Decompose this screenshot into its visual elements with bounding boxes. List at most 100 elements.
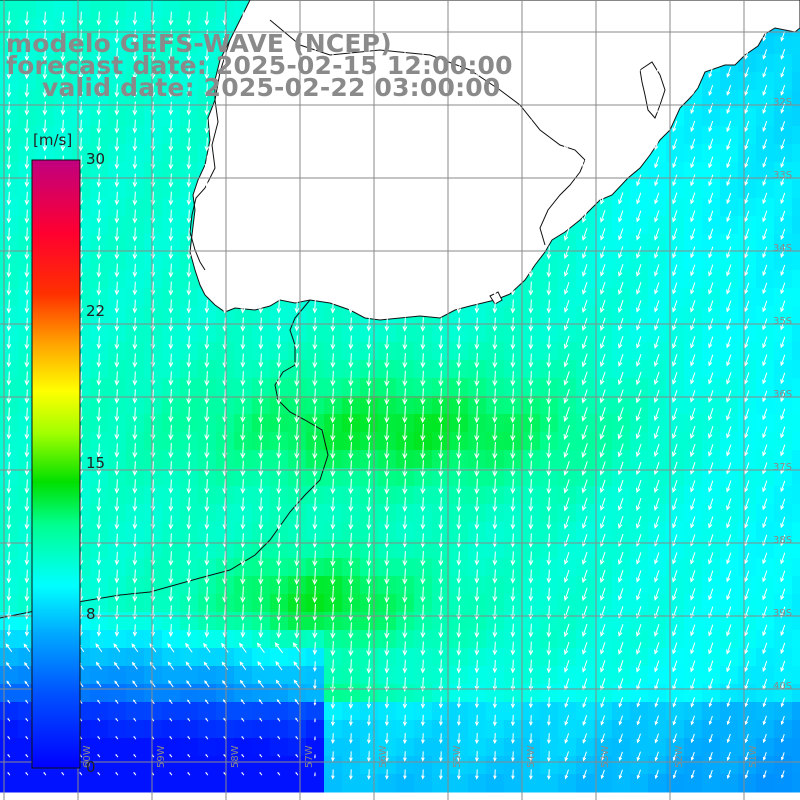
wind-speed-cell [720, 270, 739, 289]
wind-speed-cell [342, 738, 361, 757]
wind-arrow-head [546, 19, 552, 25]
wind-speed-cell [792, 720, 800, 739]
wind-speed-cell [90, 468, 109, 487]
wind-speed-cell [558, 576, 577, 595]
wind-speed-cell [324, 522, 343, 541]
wind-speed-cell [126, 666, 145, 685]
wind-speed-cell [162, 558, 181, 577]
wind-speed-cell [270, 540, 289, 559]
wind-speed-cell [738, 180, 757, 199]
wind-speed-cell [486, 342, 505, 361]
wind-speed-cell [702, 252, 721, 271]
wind-speed-cell [126, 540, 145, 559]
wind-speed-cell [702, 396, 721, 415]
wind-speed-cell [252, 630, 271, 649]
wind-speed-cell [162, 360, 181, 379]
wind-speed-cell [540, 648, 559, 667]
wind-speed-cell [126, 450, 145, 469]
wind-speed-cell [756, 558, 775, 577]
wind-speed-cell [270, 720, 289, 739]
wind-speed-cell [126, 576, 145, 595]
wind-arrow [224, 406, 226, 422]
wind-speed-cell [558, 324, 577, 343]
wind-speed-cell [414, 522, 433, 541]
wind-speed-cell [72, 54, 91, 73]
wind-speed-cell [558, 342, 577, 361]
wind-speed-cell [198, 504, 217, 523]
wind-speed-cell [504, 360, 523, 379]
wind-speed-cell [108, 774, 127, 793]
wind-speed-cell [378, 504, 397, 523]
wind-speed-cell [684, 738, 703, 757]
wind-speed-cell [378, 432, 397, 451]
wind-speed-cell [612, 468, 631, 487]
wind-speed-cell [666, 558, 685, 577]
wind-speed-cell [738, 216, 757, 235]
wind-speed-cell [126, 252, 145, 271]
wind-arrow-head [42, 38, 48, 44]
wind-speed-cell [522, 360, 541, 379]
wind-speed-cell [306, 594, 325, 613]
wind-speed-cell [144, 756, 163, 775]
wind-speed-cell [162, 414, 181, 433]
wind-speed-cell [738, 522, 757, 541]
wind-arrow-head [96, 56, 102, 62]
wind-speed-cell [468, 504, 487, 523]
wind-arrow [116, 11, 118, 25]
wind-speed-cell [108, 216, 127, 235]
wind-speed-cell [180, 108, 199, 127]
wind-speed-cell [756, 288, 775, 307]
wind-speed-cell [738, 108, 757, 127]
wind-arrow [170, 11, 172, 25]
wind-speed-cell [270, 558, 289, 577]
wind-speed-cell [180, 360, 199, 379]
wind-speed-cell [576, 414, 595, 433]
wind-speed-cell [450, 450, 469, 469]
wind-speed-cell [774, 666, 793, 685]
wind-speed-cell [468, 540, 487, 559]
wind-speed-cell [468, 594, 487, 613]
wind-speed-cell [198, 54, 217, 73]
wind-speed-cell [324, 468, 343, 487]
wind-speed-cell [234, 486, 253, 505]
wind-speed-cell [198, 360, 217, 379]
wind-speed-cell [720, 756, 739, 775]
wind-arrow [404, 11, 406, 25]
wind-speed-cell [612, 216, 631, 235]
wind-speed-cell [756, 306, 775, 325]
wind-speed-cell [792, 756, 800, 775]
wind-speed-cell [558, 306, 577, 325]
wind-speed-cell [504, 486, 523, 505]
wind-speed-cell [720, 594, 739, 613]
wind-speed-cell [216, 414, 235, 433]
wind-speed-cell [738, 342, 757, 361]
wind-speed-cell [684, 612, 703, 631]
wind-arrow-head [528, 38, 534, 44]
wind-speed-cell [576, 576, 595, 595]
wind-speed-cell [162, 36, 181, 55]
wind-speed-cell [324, 738, 343, 757]
wind-arrow [152, 47, 154, 61]
wind-speed-cell [180, 720, 199, 739]
wind-arrow-head [690, 37, 695, 43]
wind-speed-cell [522, 522, 541, 541]
wind-speed-cell [198, 648, 217, 667]
wind-speed-cell [666, 630, 685, 649]
wind-speed-cell [450, 630, 469, 649]
wind-speed-cell [216, 378, 235, 397]
wind-speed-cell [648, 396, 667, 415]
wind-speed-cell [126, 594, 145, 613]
wind-speed-cell [738, 702, 757, 721]
wind-speed-cell [450, 414, 469, 433]
wind-arrow-head [168, 20, 174, 26]
wind-speed-cell [414, 540, 433, 559]
wind-speed-cell [738, 234, 757, 253]
wind-arrow [314, 478, 316, 494]
wind-speed-cell [216, 396, 235, 415]
wind-arrow-head [330, 56, 336, 62]
wind-arrow-head [150, 56, 156, 62]
wind-speed-cell [126, 126, 145, 145]
wind-speed-cell [738, 54, 757, 73]
wind-speed-cell [738, 72, 757, 91]
